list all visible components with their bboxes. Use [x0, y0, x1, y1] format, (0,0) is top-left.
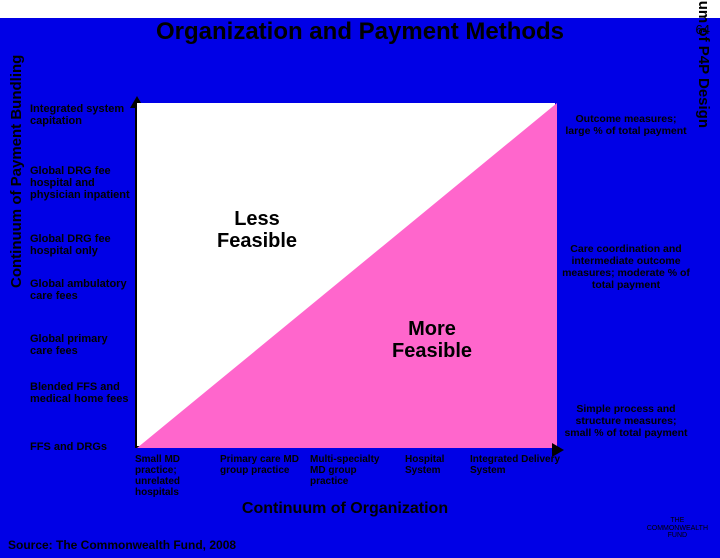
right-annotation: Simple process and structure measures; s… [562, 403, 690, 439]
slide: 64 Organization and Payment Methods Cont… [0, 18, 720, 558]
source-citation: Source: The Commonwealth Fund, 2008 [8, 538, 236, 552]
commonwealth-logo: THE COMMONWEALTH FUND [647, 517, 708, 540]
y-tick-label: Global primary care fees [30, 333, 133, 357]
x-tick-label: Integrated Delivery System [470, 454, 580, 476]
x-tick-label: Small MD practice; unrelated hospitals [135, 454, 210, 498]
y-tick-label: Integrated system capitation [30, 103, 133, 127]
more-feasible-label: MoreFeasible [392, 318, 472, 362]
slide-title: Organization and Payment Methods [0, 18, 720, 46]
y-tick-label: Blended FFS and medical home fees [30, 381, 133, 405]
chart-area: LessFeasible MoreFeasible [135, 103, 555, 448]
feasibility-triangle [137, 103, 557, 448]
y-tick-label: Global DRG fee hospital only [30, 233, 133, 257]
y-tick-label: Global DRG fee hospital and physician in… [30, 165, 133, 201]
x-tick-label: Multi-specialty MD group practice [310, 454, 395, 487]
right-axis-label: Continuum of P4P Design [695, 0, 712, 128]
y-tick-label: FFS and DRGs [30, 441, 133, 453]
x-axis-label: Continuum of Organization [135, 500, 555, 518]
right-annotation: Care coordination and intermediate outco… [562, 243, 690, 291]
less-feasible-label: LessFeasible [217, 208, 297, 252]
left-axis-label: Continuum of Payment Bundling [8, 55, 25, 288]
right-annotation: Outcome measures; large % of total payme… [562, 113, 690, 137]
y-tick-label: Global ambulatory care fees [30, 278, 133, 302]
x-tick-label: Hospital System [405, 454, 465, 476]
x-tick-label: Primary care MD group practice [220, 454, 300, 476]
